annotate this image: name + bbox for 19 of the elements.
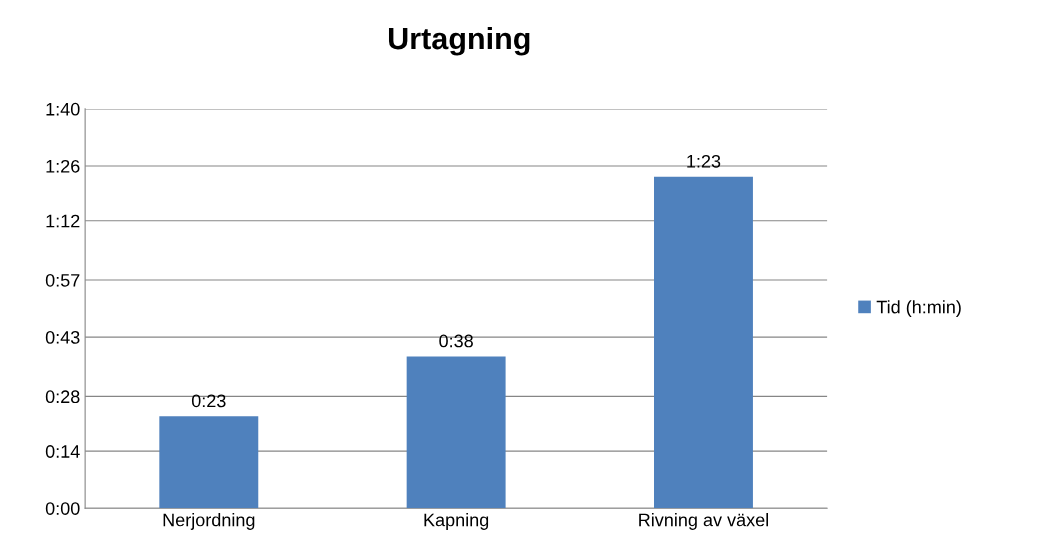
bar bbox=[406, 356, 506, 509]
chart-title: Urtagning bbox=[388, 26, 530, 56]
x-tick-label: Rivning av växel bbox=[639, 513, 768, 530]
y-tick-label: 1:40 bbox=[46, 102, 80, 116]
y-tick-label: 0:00 bbox=[45, 502, 80, 515]
data-label: 0:23 bbox=[191, 394, 226, 408]
y-tick-label: 1:12 bbox=[46, 214, 80, 228]
y-tick-label: 1:26 bbox=[46, 159, 80, 173]
data-label: 0:38 bbox=[439, 334, 473, 348]
y-tick-label: 0:57 bbox=[45, 273, 80, 287]
y-tick-label: 0:28 bbox=[45, 390, 80, 404]
data-label: 1:23 bbox=[687, 154, 721, 168]
bar bbox=[159, 416, 259, 509]
legend-label: Tid (h:min) bbox=[876, 300, 961, 317]
y-tick-label: 0:43 bbox=[45, 331, 80, 344]
bar bbox=[654, 176, 753, 509]
x-tick-label: Nerjordning bbox=[163, 513, 255, 530]
y-tick-label: 0:14 bbox=[45, 445, 80, 458]
x-tick-label: Kapning bbox=[424, 513, 489, 530]
